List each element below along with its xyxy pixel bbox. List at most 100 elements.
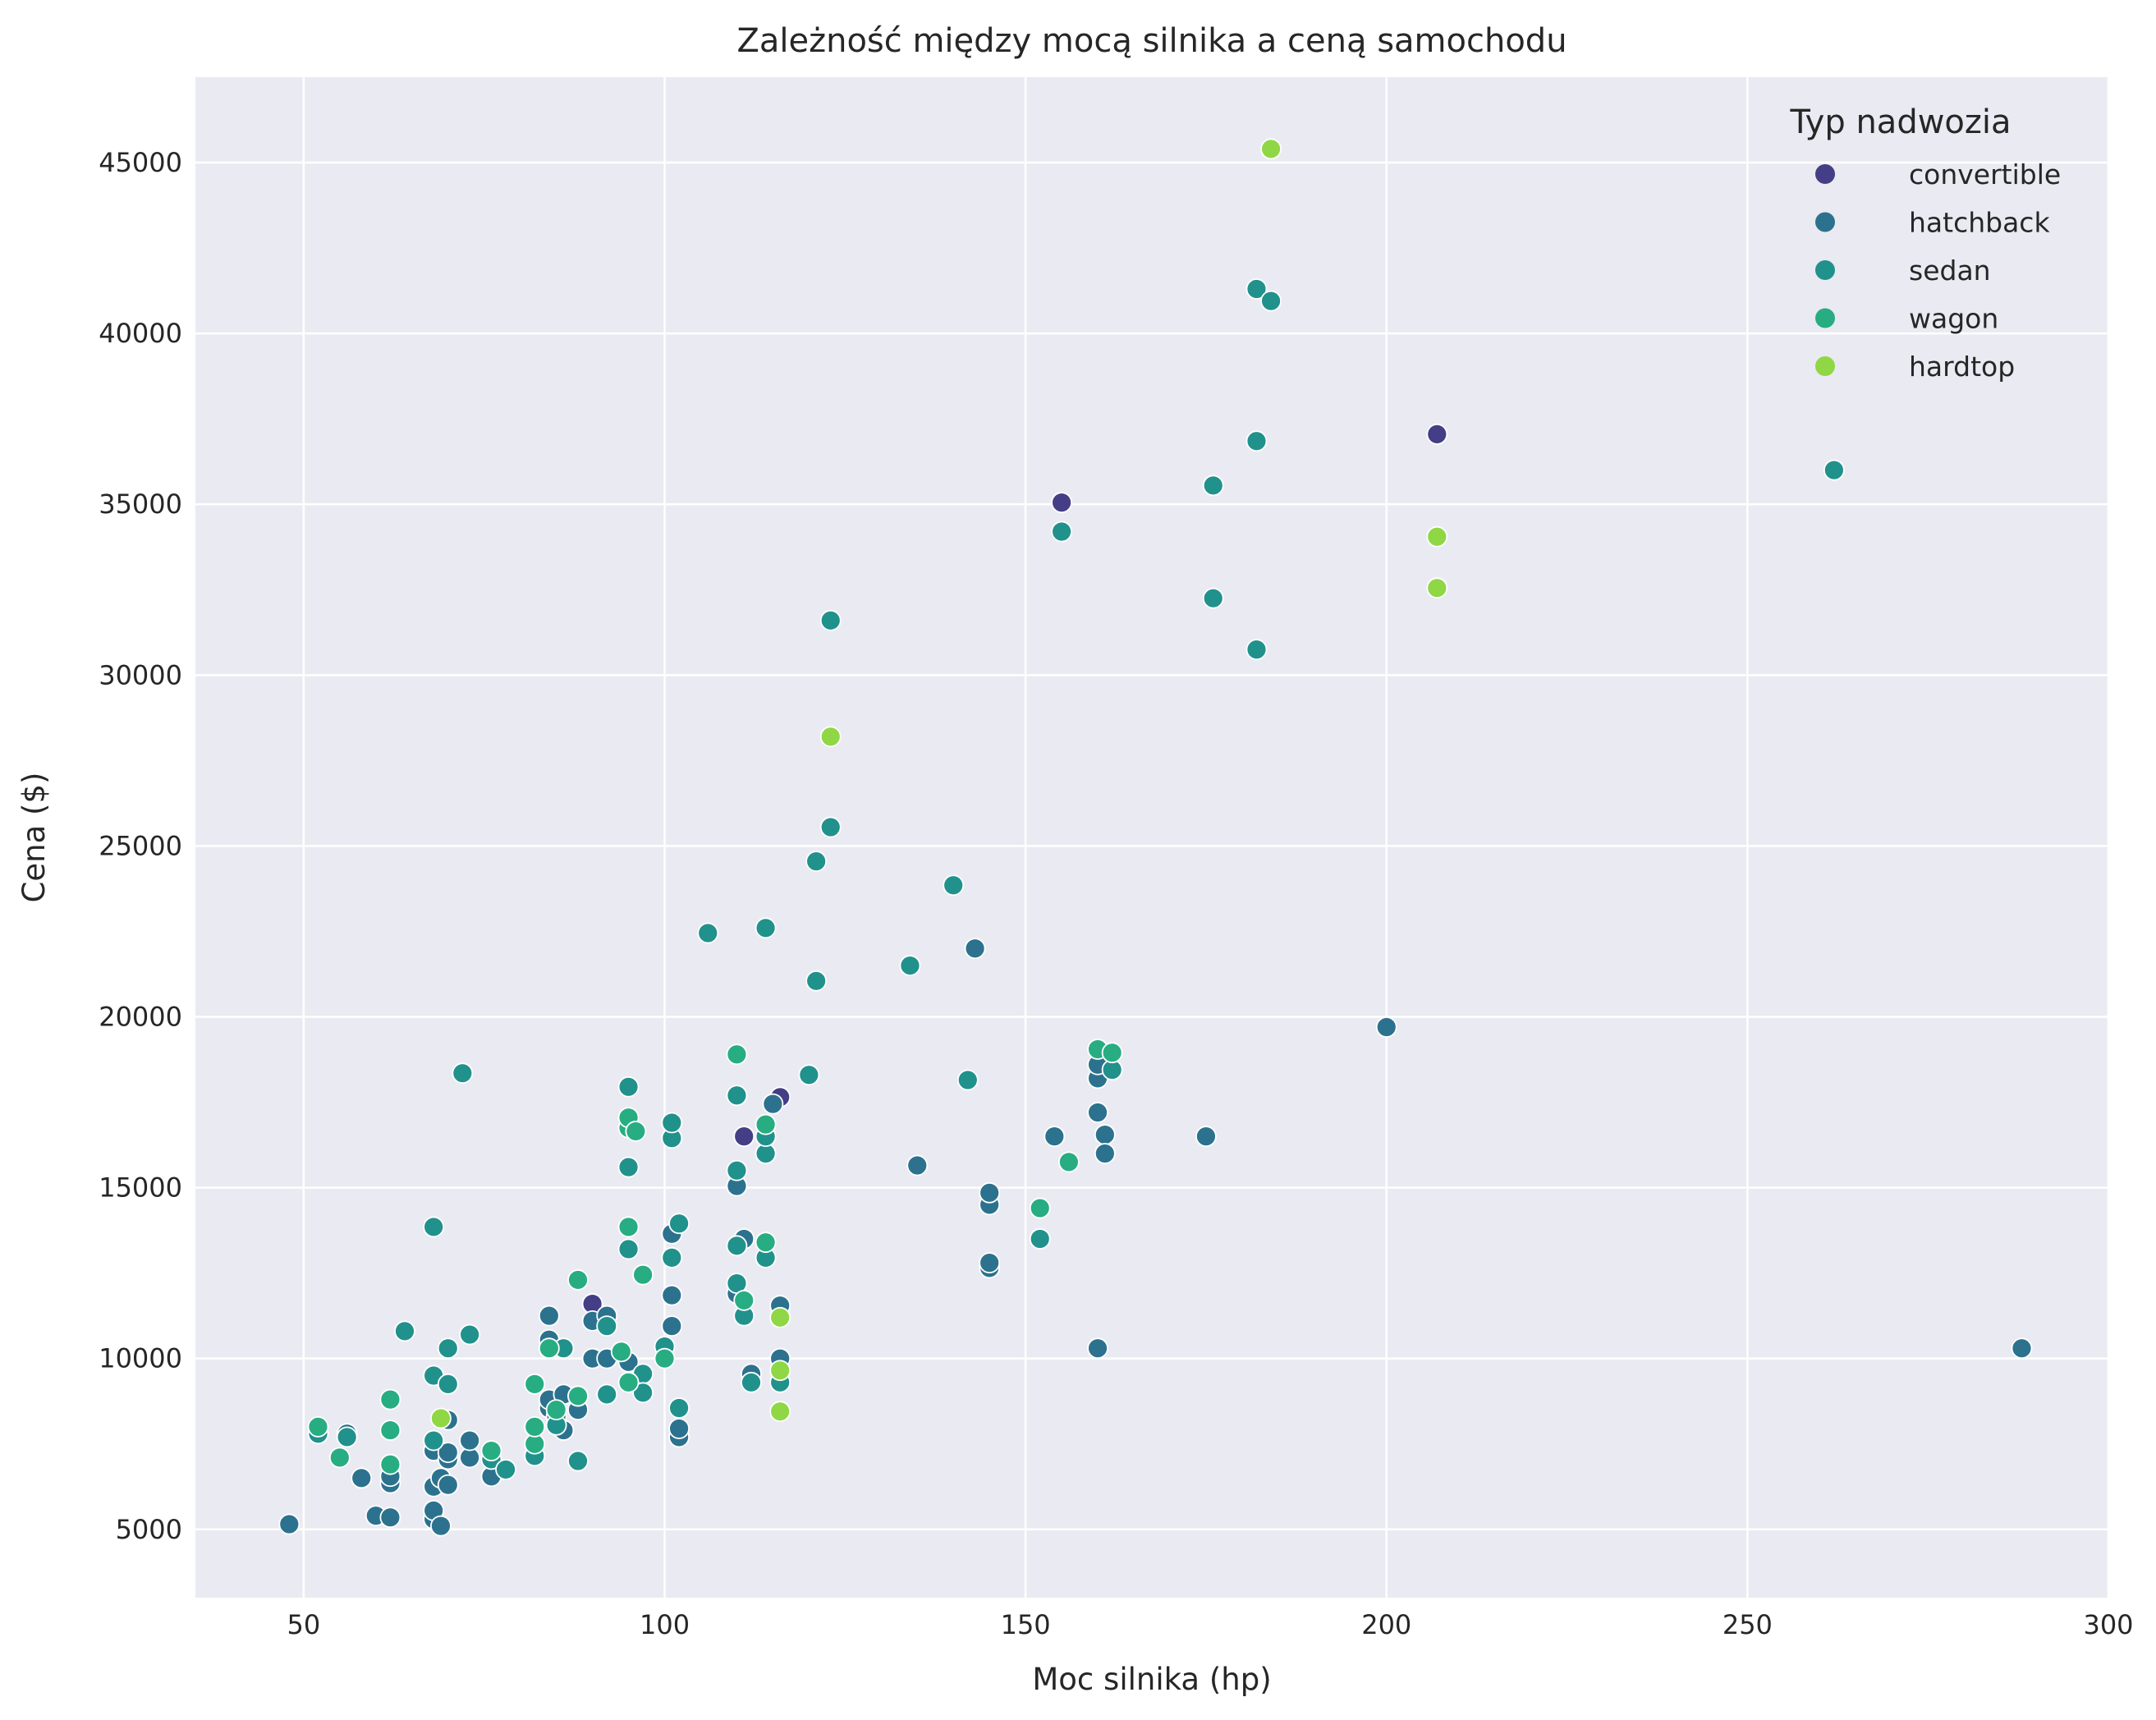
grid-x (302, 77, 2110, 1598)
grid-y (195, 161, 2108, 1531)
data-point (351, 1467, 373, 1489)
y-tick-label: 10000 (99, 1343, 182, 1374)
data-point (1087, 1102, 1108, 1123)
data-point (524, 1416, 546, 1438)
data-point (769, 1401, 791, 1423)
data-point (1195, 1126, 1217, 1148)
data-point (437, 1442, 459, 1464)
legend-label: wagon (1909, 303, 1998, 335)
data-point (495, 1459, 516, 1480)
data-point (423, 1429, 445, 1452)
data-point (423, 1216, 445, 1238)
data-point (755, 917, 777, 939)
data-point (1426, 525, 1448, 548)
data-point (2011, 1337, 2033, 1360)
data-point (545, 1399, 567, 1421)
data-point (755, 1232, 777, 1254)
data-point (617, 1076, 640, 1098)
data-point (617, 1156, 640, 1178)
x-tick-label: 150 (1001, 1609, 1051, 1640)
data-point (459, 1429, 481, 1452)
data-point (1245, 278, 1268, 300)
data-point (430, 1407, 452, 1429)
y-axis-label: Cena ($) (16, 773, 52, 903)
data-point (726, 1235, 748, 1257)
data-point (625, 1121, 647, 1142)
data-point (437, 1373, 459, 1395)
data-point (1426, 424, 1448, 445)
data-point (819, 609, 842, 631)
x-tick-label: 50 (287, 1609, 321, 1640)
x-tick-label: 250 (1723, 1609, 1773, 1640)
data-point (769, 1306, 791, 1328)
legend-title: Typ nadwozia (1789, 103, 2011, 141)
y-tick-label: 35000 (99, 488, 182, 520)
data-point (1375, 1016, 1397, 1038)
data-point (1426, 577, 1448, 599)
data-point (726, 1085, 748, 1107)
legend-item-wagon: wagon (1815, 303, 1998, 335)
legend-label: hatchback (1909, 207, 2050, 239)
x-tick-labels: 50 100 150 200 250 300 (287, 1609, 2134, 1640)
data-point (567, 1385, 589, 1407)
data-point (1245, 430, 1268, 452)
data-point (1823, 459, 1845, 481)
legend: Typ nadwozia convertible hatchback sedan wa… (1789, 103, 2061, 383)
y-tick-label: 40000 (99, 318, 182, 349)
data-points (278, 138, 2033, 1537)
data-point (819, 726, 842, 748)
data-point (1029, 1197, 1051, 1219)
data-point (379, 1453, 401, 1475)
x-axis-label: Moc silnika (hp) (1032, 1662, 1271, 1697)
data-point (1094, 1143, 1116, 1164)
data-point (379, 1507, 401, 1529)
data-point (459, 1323, 481, 1346)
data-point (661, 1112, 683, 1134)
data-point (1051, 521, 1072, 543)
data-point (328, 1447, 351, 1469)
data-point (307, 1416, 329, 1438)
x-tick-label: 300 (2083, 1609, 2133, 1640)
data-point (632, 1264, 654, 1286)
series-hardtop (430, 138, 1448, 1429)
data-point (379, 1388, 401, 1410)
data-point (798, 1064, 820, 1086)
data-point (956, 1069, 979, 1091)
y-tick-label: 5000 (116, 1514, 182, 1545)
data-point (697, 922, 719, 944)
chart-title: Zależność między mocą silnika a ceną sam… (736, 22, 1567, 60)
legend-label: hardtop (1909, 351, 2015, 383)
data-point (661, 1315, 683, 1337)
y-tick-label: 25000 (99, 830, 182, 861)
data-point (805, 851, 828, 873)
data-point (661, 1247, 683, 1268)
legend-marker (1815, 356, 1835, 376)
data-point (661, 1284, 683, 1306)
data-point (1087, 1337, 1108, 1360)
data-point (733, 1126, 755, 1148)
data-point (979, 1252, 1001, 1274)
data-point (617, 1371, 640, 1393)
data-point (726, 1159, 748, 1181)
data-point (668, 1418, 690, 1439)
x-tick-label: 200 (1361, 1609, 1411, 1640)
data-point (278, 1513, 300, 1535)
plot-background (195, 77, 2108, 1598)
data-point (437, 1474, 459, 1496)
legend-label: convertible (1909, 158, 2061, 190)
data-point (964, 938, 986, 960)
data-point (1057, 1151, 1080, 1173)
legend-marker (1815, 260, 1835, 280)
data-point (726, 1043, 748, 1066)
data-point (755, 1113, 777, 1135)
data-point (979, 1181, 1001, 1204)
data-point (762, 1093, 784, 1115)
data-point (1029, 1228, 1051, 1250)
y-tick-label: 45000 (99, 147, 182, 178)
data-point (430, 1515, 452, 1537)
legend-marker (1815, 308, 1835, 328)
series-wagon (307, 1039, 1123, 1475)
y-tick-label: 30000 (99, 659, 182, 690)
data-point (452, 1062, 474, 1085)
